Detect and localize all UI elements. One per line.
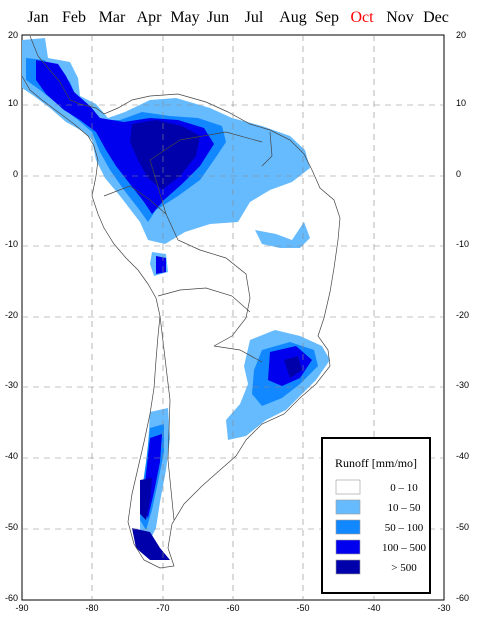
lat-tick-label-left: -20	[5, 310, 18, 320]
lat-tick-label-left: -30	[5, 380, 18, 390]
month-jul[interactable]: Jul	[245, 9, 264, 26]
lat-tick-label-right: 10	[456, 98, 466, 108]
legend-swatch	[335, 559, 361, 575]
lon-tick-label: -50	[296, 603, 309, 613]
month-mar[interactable]: Mar	[99, 9, 126, 26]
lat-tick-label-left: -50	[5, 522, 18, 532]
month-jan[interactable]: Jan	[27, 9, 48, 26]
legend-label: 0 – 10	[390, 482, 418, 494]
month-selector: Jan Feb Mar Apr May Jun Jul Aug Sep Oct Nov Dec	[27, 9, 449, 26]
latitude-tick-labels-left: 20 10 0 -10 -20 -30 -40 -50 -60	[5, 30, 18, 603]
lat-tick-label-right: 0	[456, 169, 461, 179]
longitude-tick-labels: -90 -80 -70 -60 -50 -40 -30	[15, 603, 450, 613]
lat-tick-label-right: -20	[456, 310, 469, 320]
legend-label: 10 – 50	[388, 502, 422, 514]
legend-label: > 500	[391, 562, 417, 574]
lat-tick-label-left: 20	[8, 30, 18, 40]
lat-tick-label-left: -60	[5, 593, 18, 603]
lat-tick-label-left: -10	[5, 239, 18, 249]
lat-tick-label-left: 0	[13, 169, 18, 179]
runoff-fill	[22, 38, 330, 560]
lon-tick-label: -30	[437, 603, 450, 613]
month-aug[interactable]: Aug	[279, 9, 307, 26]
month-sep[interactable]: Sep	[315, 9, 339, 26]
lat-tick-label-left: -40	[5, 451, 18, 461]
month-nov[interactable]: Nov	[386, 9, 414, 26]
lat-tick-label-right: -10	[456, 239, 469, 249]
lon-tick-label: -60	[226, 603, 239, 613]
graticule	[22, 35, 444, 600]
legend-items: 0 – 10 10 – 50 50 – 100 100 – 500 > 500	[335, 479, 427, 575]
latitude-tick-labels-right: 20 10 0 -10 -20 -30 -40 -50 -60	[456, 30, 469, 603]
lat-tick-label-left: 10	[8, 98, 18, 108]
legend-swatch	[335, 519, 361, 535]
month-may[interactable]: May	[170, 9, 199, 26]
legend: Runoff [mm/mo] 0 – 10 10 – 50 50 – 100 100 …	[321, 437, 431, 594]
lon-tick-label: -70	[156, 603, 169, 613]
lat-tick-label-right: -60	[456, 593, 469, 603]
coastlines	[21, 35, 341, 569]
month-jun[interactable]: Jun	[207, 9, 229, 26]
lon-tick-label: -90	[15, 603, 28, 613]
month-dec[interactable]: Dec	[423, 9, 449, 26]
month-oct[interactable]: Oct	[350, 9, 374, 26]
legend-title: Runoff [mm/mo]	[335, 456, 417, 470]
legend-swatch	[335, 479, 361, 495]
legend-swatch	[335, 539, 361, 555]
lon-tick-label: -80	[85, 603, 98, 613]
lat-tick-label-right: 20	[456, 30, 466, 40]
legend-swatch	[335, 499, 361, 515]
month-apr[interactable]: Apr	[137, 9, 163, 26]
lat-tick-label-right: -30	[456, 380, 469, 390]
lon-tick-label: -40	[367, 603, 380, 613]
lat-tick-label-right: -50	[456, 522, 469, 532]
lat-tick-label-right: -40	[456, 451, 469, 461]
month-feb[interactable]: Feb	[62, 9, 86, 26]
legend-label: 100 – 500	[382, 542, 427, 554]
legend-label: 50 – 100	[385, 522, 424, 534]
